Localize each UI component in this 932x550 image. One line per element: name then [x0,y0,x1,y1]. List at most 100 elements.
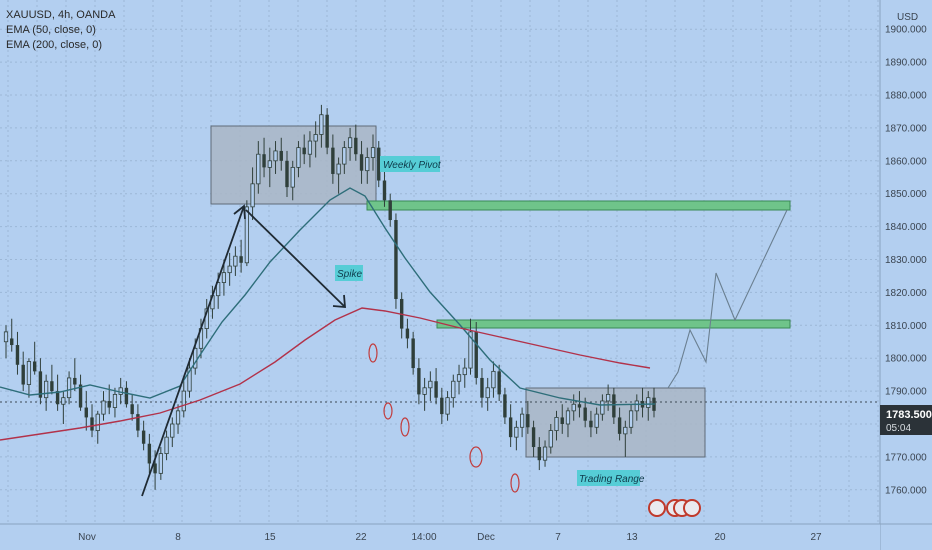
candle [565,407,571,438]
chart-legend: XAUUSD, 4h, OANDA EMA (50, close, 0) EMA… [6,8,115,53]
candle [84,391,88,431]
candle [577,391,582,418]
trend-arrow-down [245,209,346,308]
time-tick-label: 22 [355,532,367,543]
candle [354,124,358,161]
candle [434,368,438,405]
candle [634,394,639,421]
time-tick-label: Dec [477,532,495,543]
candle [267,147,272,188]
candle [10,318,14,352]
ema200-legend[interactable]: EMA (200, close, 0) [6,39,102,51]
trading-range-label: Trading Range [579,474,645,485]
resistance-zone-lower [436,319,791,329]
candle [623,420,628,457]
candle [377,141,381,188]
candle [124,381,129,408]
candle [646,391,651,421]
candle [456,364,462,395]
candle [451,374,456,408]
trading-range-label-bg [577,470,640,486]
projected-path [667,209,788,389]
candle [347,127,353,161]
candle [388,193,392,227]
symbol-title[interactable]: XAUUSD, 4h, OANDA [6,9,116,21]
time-axis-ticks: Nov 8 15 22 14:00 Dec 7 13 20 27 [78,532,822,543]
candle [164,430,169,461]
candle [571,394,576,421]
candle [526,400,530,434]
candle [394,213,398,309]
candle [227,252,232,286]
ema50-legend[interactable]: EMA (50, close, 0) [6,24,96,36]
candle [405,318,410,349]
candle [325,108,329,155]
price-tick-label: 1850.000 [885,189,927,200]
candle [399,292,404,339]
time-tick-label: 13 [626,532,638,543]
candle [520,407,525,438]
candle [95,410,100,444]
price-tick-label: 1840.000 [885,222,927,233]
candle [141,420,146,451]
current-price-value: 1783.500 [886,409,932,421]
candle [600,394,605,421]
candle [485,377,490,411]
candle [537,437,542,471]
candle [440,387,444,424]
candle [90,404,94,438]
candle [370,134,376,171]
price-axis-ticks: 1760.0001770.0001780.0001790.0001800.000… [885,25,927,497]
candle [331,134,335,184]
price-tick-label: 1830.000 [885,255,927,266]
time-tick-label: 27 [810,532,822,543]
candle [491,361,496,398]
candle [342,141,347,174]
candle [38,358,43,405]
candle [628,404,634,434]
swing-low-marker [400,417,410,437]
ema200-line [0,307,651,441]
time-axis-panel[interactable] [0,524,880,550]
time-tick-label: 7 [555,532,561,543]
weekly-pivot-label: Weekly Pivot [383,160,442,171]
price-tick-label: 1820.000 [885,288,927,299]
candlestick-series [3,104,656,490]
price-tick-label: 1860.000 [885,156,927,167]
candle [422,377,427,411]
candle [204,298,209,339]
candle [15,331,20,375]
candle [136,404,140,438]
candle [503,387,507,424]
candle [365,147,370,184]
candle [170,417,175,448]
candle [508,404,513,448]
candle [382,167,387,207]
trend-arrow-up [141,205,245,497]
weekly-pivot-label-bg [380,156,440,172]
candle [175,404,181,434]
candle [256,141,261,194]
currency-label: USD [897,12,918,23]
bar-countdown: 05:04 [886,423,911,434]
candle [273,141,278,174]
candle [411,331,415,375]
swing-low-marker [368,343,378,363]
candle [32,341,37,375]
economic-events[interactable] [648,499,701,517]
candle [118,377,123,405]
candle [589,410,593,438]
candle [554,410,559,441]
candle [66,371,72,405]
candle [290,160,295,201]
price-axis-panel[interactable] [880,0,932,524]
candle [606,384,611,411]
candle [468,318,473,375]
candle [239,239,243,273]
candle [285,150,289,197]
candle [497,364,501,401]
candle [181,381,186,418]
spike-label: Spike [337,269,362,280]
candle [560,404,564,434]
